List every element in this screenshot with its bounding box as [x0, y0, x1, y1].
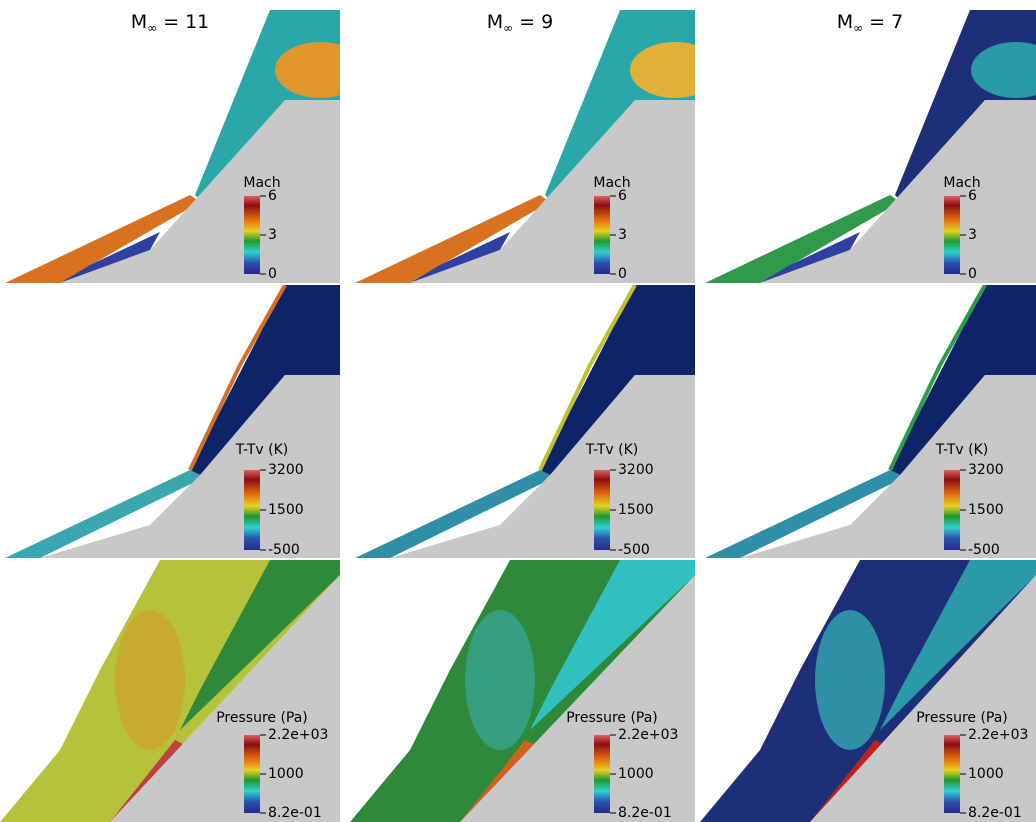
- colorbar-tick-label: 1000: [618, 766, 654, 782]
- colorbar: [944, 196, 960, 274]
- colorbar-tick-label: 2.2e+03: [618, 727, 678, 743]
- title-part: = 9: [519, 11, 553, 33]
- colorbar-tick-label: 3200: [968, 462, 1004, 478]
- colorbar-tick-label: 8.2e-01: [618, 805, 672, 821]
- colorbar-tick-label: 0: [268, 266, 277, 282]
- colorbar: [594, 196, 610, 274]
- title-part: ∞: [147, 21, 157, 35]
- colorbar: [594, 735, 610, 813]
- colorbar: [944, 470, 960, 550]
- contour-field: [705, 10, 1036, 283]
- colorbar: [594, 470, 610, 550]
- colorbar-tick-label: 3: [268, 227, 277, 243]
- colorbar-title: T-Tv (K): [935, 442, 988, 458]
- contour-field: [5, 10, 365, 283]
- title-part: M: [487, 11, 503, 33]
- colorbar-tick-label: 3: [968, 227, 977, 243]
- column-title: M∞ = 7: [837, 11, 903, 35]
- panel: Pressure (Pa)2.2e+03 1000 8.2e-01: [350, 560, 695, 822]
- flow-core: [465, 610, 535, 750]
- colorbar-tick-label: 0: [618, 266, 627, 282]
- colorbar-tick-label: 6: [968, 188, 977, 204]
- title-part: M: [837, 11, 853, 33]
- figure: Mach630Mach630Mach630T-Tv (K)32001500-50…: [0, 0, 1036, 822]
- contour-field: [700, 560, 1036, 822]
- colorbar-tick-label: 6: [268, 188, 277, 204]
- colorbar-tick-label: -500: [268, 542, 300, 558]
- colorbar-tick-label: 2.2e+03: [268, 727, 328, 743]
- contour-field: [0, 560, 340, 822]
- colorbar-tick-label: 1500: [968, 502, 1004, 518]
- panel: T-Tv (K) 3200 1500 -500: [705, 285, 1036, 558]
- panel: T-Tv (K) 3200 1500 -500: [5, 285, 340, 558]
- colorbar-title: T-Tv (K): [585, 442, 638, 458]
- colorbar-tick-label: 1500: [618, 502, 654, 518]
- panel: T-Tv (K) 3200 1500 -500: [355, 285, 695, 558]
- colorbar-tick-label: 3200: [268, 462, 304, 478]
- column-title: M∞ = 11: [131, 11, 210, 35]
- colorbar-tick-label: 8.2e-01: [968, 805, 1022, 821]
- colorbar: [244, 735, 260, 813]
- colorbar-tick-label: 1000: [968, 766, 1004, 782]
- colorbar: [244, 470, 260, 550]
- title-part: ∞: [853, 21, 863, 35]
- column-title: M∞ = 9: [487, 11, 553, 35]
- colorbar-title: Pressure (Pa): [566, 710, 658, 726]
- title-part: M: [131, 11, 147, 33]
- colorbar: [944, 735, 960, 813]
- colorbar-tick-label: 6: [618, 188, 627, 204]
- title-part: = 11: [163, 11, 209, 33]
- colorbar-tick-label: 1500: [268, 502, 304, 518]
- flow-core: [115, 610, 185, 750]
- colorbar-title: Pressure (Pa): [216, 710, 308, 726]
- contour-field: [350, 560, 695, 822]
- panel: Pressure (Pa)2.2e+03 1000 8.2e-01: [700, 560, 1036, 822]
- colorbar-tick-label: 3200: [618, 462, 654, 478]
- flow-core: [815, 610, 885, 750]
- colorbar-tick-label: 0: [968, 266, 977, 282]
- panel: Pressure (Pa)2.2e+03 1000 8.2e-01: [0, 560, 340, 822]
- colorbar-tick-label: -500: [618, 542, 650, 558]
- colorbar: [244, 196, 260, 274]
- flow-core: [630, 42, 720, 98]
- colorbar-tick-label: 3: [618, 227, 627, 243]
- colorbar-tick-label: -500: [968, 542, 1000, 558]
- colorbar-tick-label: 8.2e-01: [268, 805, 322, 821]
- colorbar-title: T-Tv (K): [235, 442, 288, 458]
- flow-core: [275, 42, 365, 98]
- title-part: = 7: [869, 11, 903, 33]
- title-part: ∞: [503, 21, 513, 35]
- contour-field: [355, 10, 720, 283]
- colorbar-title: Pressure (Pa): [916, 710, 1008, 726]
- colorbar-tick-label: 1000: [268, 766, 304, 782]
- colorbar-tick-label: 2.2e+03: [968, 727, 1028, 743]
